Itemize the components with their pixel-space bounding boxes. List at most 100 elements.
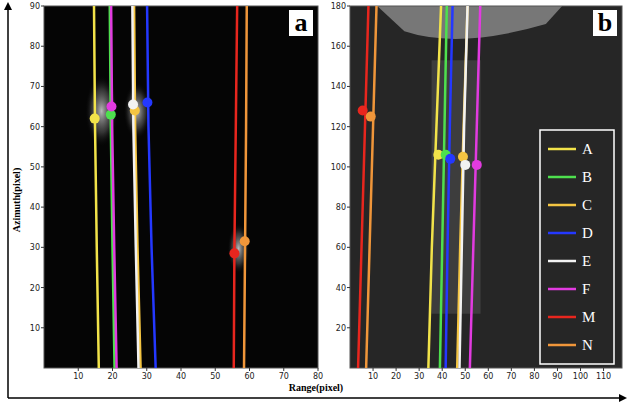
x-tick-label: 60 [483, 372, 493, 381]
x-tick [146, 368, 147, 371]
y-tick-label: 60 [336, 243, 346, 252]
bright-target [123, 82, 150, 140]
marks [90, 6, 250, 368]
image-texture [85, 75, 249, 274]
y-tick [347, 126, 350, 127]
point [106, 102, 116, 112]
curve [244, 6, 247, 368]
curve [132, 6, 138, 368]
panel-0: 1020304050607080102030405060708090a [30, 2, 323, 381]
x-tick [465, 368, 466, 371]
legend-label: A [582, 141, 593, 157]
y-tick [41, 6, 44, 7]
point [142, 98, 152, 108]
x-tick [557, 368, 558, 371]
plot-frame [350, 6, 622, 368]
image-texture [377, 6, 562, 314]
legend-label: C [582, 197, 592, 213]
x-tick [419, 368, 420, 371]
x-tick-label: 90 [552, 372, 562, 381]
y-tick [347, 6, 350, 7]
legend-swatch [548, 148, 576, 151]
x-tick-label: 100 [573, 372, 588, 381]
x-tick [318, 368, 319, 371]
y-tick-label: 80 [336, 203, 346, 212]
y-tick-label: 10 [30, 324, 40, 333]
x-tick [442, 368, 443, 371]
y-tick-label: 40 [30, 203, 40, 212]
panel-1: 1020304050607080901001102040608010012014… [331, 2, 622, 381]
y-tick [347, 207, 350, 208]
x-tick-label: 40 [176, 372, 186, 381]
x-tick [249, 368, 250, 371]
arrow-head [619, 394, 627, 402]
y-tick-label: 80 [30, 42, 40, 51]
y-tick-label: 30 [30, 243, 40, 252]
x-tick-label: 10 [368, 372, 378, 381]
point [445, 154, 455, 164]
y-tick-label: 20 [336, 324, 346, 333]
x-tick-label: 70 [506, 372, 516, 381]
image-background [44, 6, 318, 368]
image-background [350, 6, 622, 368]
point [366, 112, 376, 122]
plot-frame [44, 6, 318, 368]
y-tick-label: 100 [331, 163, 346, 172]
x-tick-label: 80 [313, 372, 323, 381]
curve [234, 6, 237, 368]
y-tick [347, 86, 350, 87]
x-tick [580, 368, 581, 371]
y-tick-label: 20 [30, 284, 40, 293]
x-tick [215, 368, 216, 371]
legend-swatch [548, 204, 576, 207]
y-tick [41, 327, 44, 328]
y-tick-label: 180 [331, 2, 346, 11]
x-tick-label: 110 [596, 372, 611, 381]
y-tick [41, 166, 44, 167]
point [240, 236, 250, 246]
legend-label: F [582, 281, 590, 297]
x-axis-title: Range(pixel) [289, 382, 343, 394]
marks [358, 6, 482, 368]
y-tick-label: 160 [331, 42, 346, 51]
legend-label: B [582, 169, 592, 185]
curve [94, 6, 99, 368]
legend: ABCDEFMN [540, 130, 614, 364]
range-arrow [8, 397, 623, 399]
legend-swatch [548, 316, 576, 319]
curve [147, 6, 156, 368]
arrow-head [4, 2, 12, 10]
curve [457, 6, 467, 368]
legend-label: D [582, 225, 593, 241]
point [460, 160, 470, 170]
x-tick [396, 368, 397, 371]
y-tick [347, 46, 350, 47]
x-tick-label: 10 [73, 372, 83, 381]
curve [366, 6, 376, 368]
y-tick [347, 166, 350, 167]
x-tick [181, 368, 182, 371]
x-tick-label: 70 [279, 372, 289, 381]
x-tick [511, 368, 512, 371]
curve [446, 6, 453, 368]
point [128, 100, 138, 110]
y-tick [41, 247, 44, 248]
x-tick-label: 30 [142, 372, 152, 381]
x-tick-label: 20 [391, 372, 401, 381]
y-tick-label: 60 [30, 123, 40, 132]
x-tick [283, 368, 284, 371]
x-tick [603, 368, 604, 371]
legend-swatch [548, 288, 576, 291]
panel-letter: a [295, 8, 308, 37]
y-tick-label: 140 [331, 82, 346, 91]
legend-swatch [548, 344, 576, 347]
panel-letter: b [598, 8, 612, 37]
x-tick-label: 40 [437, 372, 447, 381]
legend-box [540, 130, 614, 364]
y-tick [41, 207, 44, 208]
curve [428, 6, 441, 368]
legend-swatch [548, 232, 576, 235]
x-tick [112, 368, 113, 371]
figure: Azimuth(pixel)Range(pixel)10203040506070… [0, 0, 629, 403]
y-tick [347, 327, 350, 328]
